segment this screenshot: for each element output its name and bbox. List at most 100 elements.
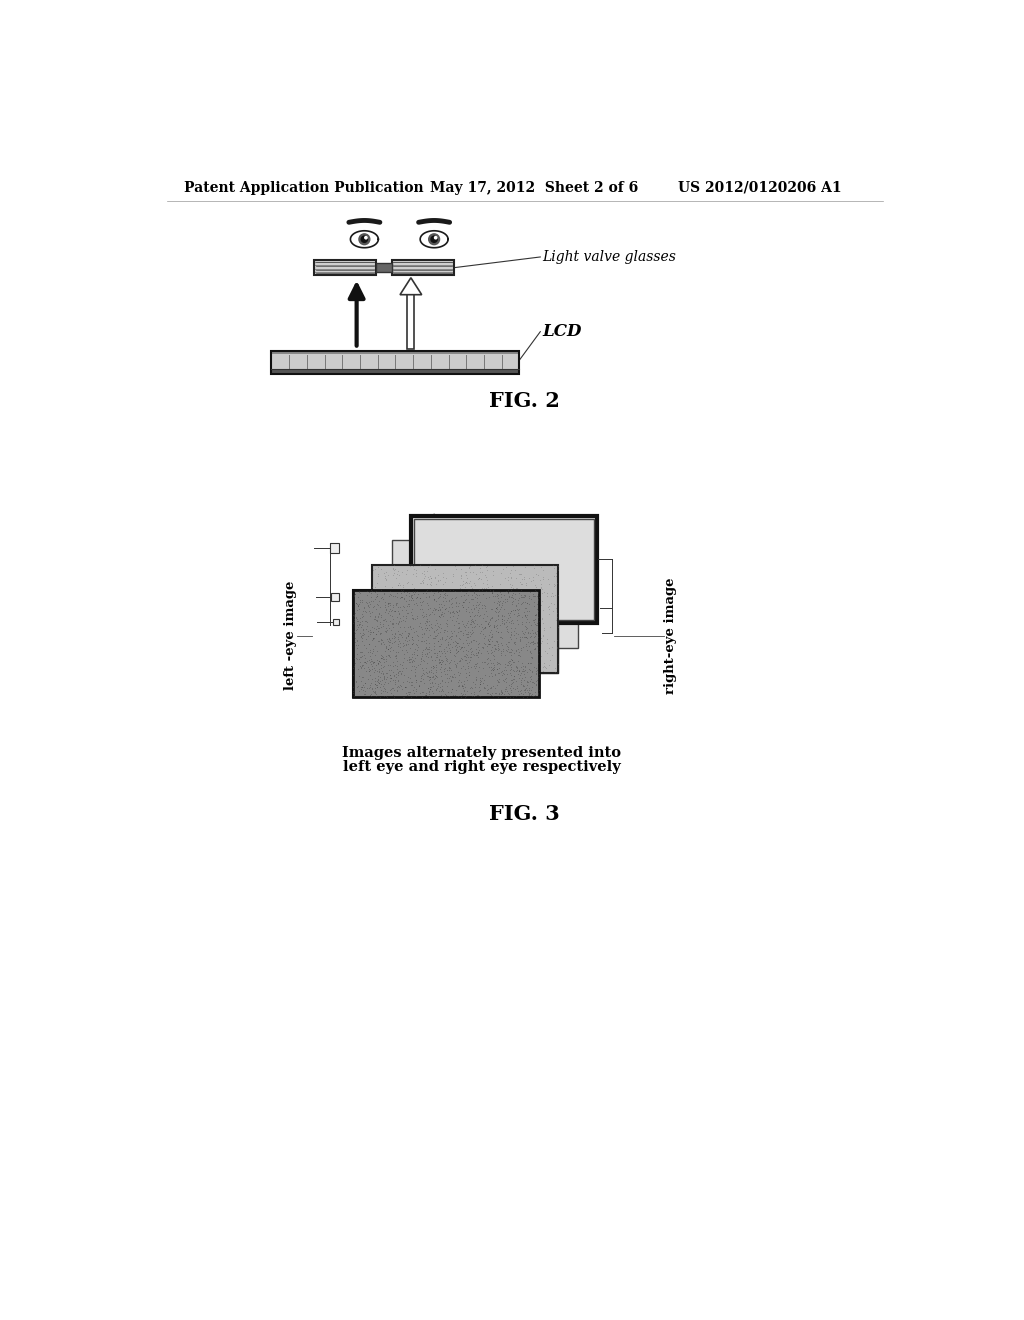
Point xyxy=(519,640,536,661)
Point xyxy=(443,593,460,614)
Point xyxy=(536,582,552,603)
Point xyxy=(441,685,458,706)
Point xyxy=(466,612,482,634)
Point xyxy=(426,603,442,624)
Point xyxy=(362,590,379,611)
Point xyxy=(508,656,524,677)
Point xyxy=(430,595,446,616)
Point xyxy=(495,590,511,611)
Point xyxy=(417,595,433,616)
Bar xyxy=(408,293,415,348)
Point xyxy=(372,640,388,661)
Point xyxy=(471,632,487,653)
Point xyxy=(440,639,457,660)
Point xyxy=(389,676,406,697)
Point xyxy=(498,612,514,634)
Point xyxy=(366,627,382,648)
Point xyxy=(419,657,435,678)
Point xyxy=(481,615,498,636)
Point xyxy=(378,568,394,589)
Point xyxy=(424,673,440,694)
Point xyxy=(500,599,516,620)
Point xyxy=(354,656,371,677)
Point xyxy=(550,560,566,581)
Point xyxy=(467,677,483,698)
Point xyxy=(420,566,436,587)
Point xyxy=(472,562,488,583)
Point xyxy=(409,624,425,645)
Point xyxy=(375,647,391,668)
Point xyxy=(486,638,503,659)
Point xyxy=(421,681,437,702)
Point xyxy=(505,644,521,665)
Point xyxy=(358,651,375,672)
Point xyxy=(470,643,486,664)
Point xyxy=(375,589,391,610)
Point xyxy=(522,627,539,648)
Point xyxy=(488,620,505,642)
Point xyxy=(462,570,478,591)
Point xyxy=(480,605,497,626)
Point xyxy=(376,562,392,583)
Point xyxy=(417,643,433,664)
Point xyxy=(457,573,473,594)
Point xyxy=(489,622,506,643)
Point xyxy=(403,660,420,681)
Point xyxy=(495,635,511,656)
Point xyxy=(504,574,520,595)
Point xyxy=(402,624,419,645)
Point xyxy=(370,595,386,616)
Point xyxy=(539,585,555,606)
Point xyxy=(411,635,427,656)
Point xyxy=(471,593,487,614)
Point xyxy=(470,569,486,590)
Point xyxy=(472,593,488,614)
Point xyxy=(349,611,366,632)
Point xyxy=(527,675,544,696)
Point xyxy=(494,661,510,682)
Point xyxy=(432,640,449,661)
Point xyxy=(401,620,418,642)
Point xyxy=(400,626,417,647)
Point xyxy=(349,609,366,630)
Point xyxy=(482,649,499,671)
Point xyxy=(507,632,523,653)
Point xyxy=(464,652,480,673)
Point xyxy=(492,573,508,594)
Point xyxy=(421,636,437,657)
Point xyxy=(399,634,416,655)
Point xyxy=(443,601,460,622)
Point xyxy=(492,590,508,611)
Point xyxy=(406,649,422,671)
Point xyxy=(484,607,501,628)
Point xyxy=(451,651,467,672)
Point xyxy=(407,661,423,682)
Point xyxy=(458,583,474,605)
Point xyxy=(462,649,478,671)
Point xyxy=(514,586,530,607)
Point xyxy=(525,586,542,607)
Point xyxy=(440,587,457,609)
Point xyxy=(494,661,510,682)
Point xyxy=(382,668,398,689)
Point xyxy=(447,593,464,614)
Point xyxy=(472,673,488,694)
Point xyxy=(432,606,449,627)
Point xyxy=(458,614,474,635)
Point xyxy=(414,645,430,667)
Point xyxy=(511,664,527,685)
Point xyxy=(345,612,361,634)
Point xyxy=(506,652,522,673)
Point xyxy=(383,667,399,688)
Point xyxy=(441,635,458,656)
Point xyxy=(400,623,417,644)
Point xyxy=(434,579,451,601)
Point xyxy=(468,667,484,688)
Point xyxy=(485,616,502,638)
Point xyxy=(472,605,488,626)
Point xyxy=(470,636,486,657)
Point xyxy=(398,642,415,663)
Point xyxy=(490,657,507,678)
Point xyxy=(389,669,406,690)
Point xyxy=(364,642,380,663)
